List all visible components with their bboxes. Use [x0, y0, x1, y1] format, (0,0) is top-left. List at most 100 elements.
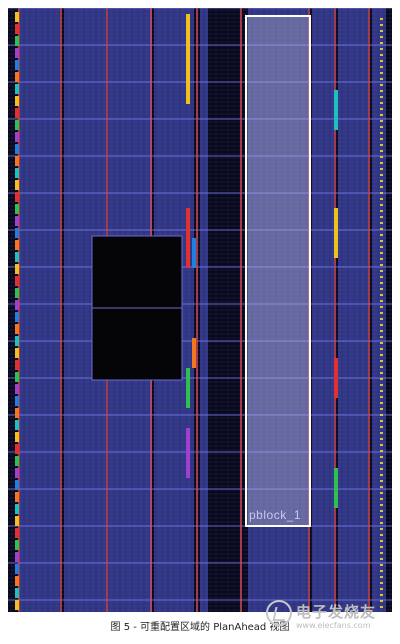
- io-bank-marker: [15, 60, 19, 70]
- io-bank-marker: [15, 576, 19, 586]
- io-dot: [380, 252, 383, 254]
- io-bank-marker: [15, 312, 19, 322]
- watermark-title: 电子发烧友: [296, 603, 377, 621]
- io-dot: [380, 90, 383, 92]
- io-dot: [380, 282, 383, 284]
- io-dot: [380, 504, 383, 506]
- io-bank-marker: [15, 300, 19, 310]
- io-dot: [380, 36, 383, 38]
- io-dot: [380, 462, 383, 464]
- pblock-label: pblock_1: [249, 508, 302, 522]
- io-dot: [380, 198, 383, 200]
- io-bank-marker: [15, 492, 19, 502]
- io-dot: [380, 258, 383, 260]
- colored-column-segment: [334, 208, 338, 258]
- io-bank-marker: [15, 132, 19, 142]
- io-dot: [380, 354, 383, 356]
- io-bank-marker: [15, 456, 19, 466]
- bram-column: [368, 8, 370, 612]
- io-bank-marker: [15, 48, 19, 58]
- io-bank-marker: [15, 504, 19, 514]
- io-dot: [380, 390, 383, 392]
- io-dot: [380, 516, 383, 518]
- io-dot: [380, 270, 383, 272]
- io-dot: [380, 216, 383, 218]
- io-dot: [380, 546, 383, 548]
- io-dot: [380, 144, 383, 146]
- io-dot: [380, 300, 383, 302]
- io-dot: [380, 54, 383, 56]
- io-dot: [380, 114, 383, 116]
- io-dot: [380, 558, 383, 560]
- io-dot: [380, 174, 383, 176]
- clb-column: [338, 8, 368, 612]
- bram-column: [60, 8, 62, 612]
- io-bank-marker: [15, 552, 19, 562]
- io-bank-marker: [15, 12, 19, 22]
- io-dot: [380, 72, 383, 74]
- io-bank-marker: [15, 96, 19, 106]
- io-bank-marker: [15, 228, 19, 238]
- io-bank-marker: [15, 204, 19, 214]
- io-bank-marker: [15, 348, 19, 358]
- io-dot: [380, 30, 383, 32]
- io-dot: [380, 396, 383, 398]
- io-dot: [380, 444, 383, 446]
- io-dot: [380, 348, 383, 350]
- io-dot: [380, 18, 383, 20]
- io-dot: [380, 84, 383, 86]
- watermark: 电子发烧友 www.elecfans.com: [266, 600, 386, 640]
- io-dot: [380, 222, 383, 224]
- io-dot: [380, 450, 383, 452]
- io-dot: [380, 606, 383, 608]
- io-bank-marker: [15, 444, 19, 454]
- io-bank-marker: [15, 144, 19, 154]
- colored-column-segment: [186, 14, 190, 104]
- io-dot: [380, 108, 383, 110]
- io-bank-marker: [15, 360, 19, 370]
- io-bank-marker: [15, 420, 19, 430]
- fpga-device-view[interactable]: pblock_1: [8, 8, 392, 612]
- io-bank-marker: [15, 240, 19, 250]
- io-dot: [380, 414, 383, 416]
- io-dot: [380, 324, 383, 326]
- io-bank-marker: [15, 528, 19, 538]
- io-dot: [380, 426, 383, 428]
- pblock-border: [245, 15, 311, 527]
- io-bank-marker: [15, 408, 19, 418]
- io-bank-marker: [15, 588, 19, 598]
- io-dot: [380, 156, 383, 158]
- device-floorplan: [8, 8, 392, 612]
- watermark-url: www.elecfans.com: [296, 621, 371, 630]
- bram-column: [334, 8, 336, 612]
- io-dot: [380, 366, 383, 368]
- io-dot: [380, 564, 383, 566]
- io-bank-marker: [15, 480, 19, 490]
- io-dot: [380, 66, 383, 68]
- io-bank-marker: [15, 396, 19, 406]
- io-dot: [380, 60, 383, 62]
- clb-column: [312, 8, 334, 612]
- io-dot: [380, 246, 383, 248]
- io-bank-marker: [15, 372, 19, 382]
- io-dot: [380, 288, 383, 290]
- colored-column-segment: [192, 338, 196, 368]
- bram-column: [196, 8, 198, 612]
- io-dot: [380, 234, 383, 236]
- io-dot: [380, 402, 383, 404]
- io-dot: [380, 78, 383, 80]
- io-dot: [380, 126, 383, 128]
- io-dot: [380, 438, 383, 440]
- clb-column: [20, 8, 60, 612]
- io-bank-marker: [15, 192, 19, 202]
- io-dot: [380, 168, 383, 170]
- io-dot: [380, 486, 383, 488]
- colored-column-segment: [186, 368, 190, 408]
- io-dot: [380, 120, 383, 122]
- io-dot: [380, 372, 383, 374]
- io-dot: [380, 600, 383, 602]
- io-bank-marker: [15, 468, 19, 478]
- io-dot: [380, 570, 383, 572]
- io-dot: [380, 306, 383, 308]
- io-bank-marker: [15, 216, 19, 226]
